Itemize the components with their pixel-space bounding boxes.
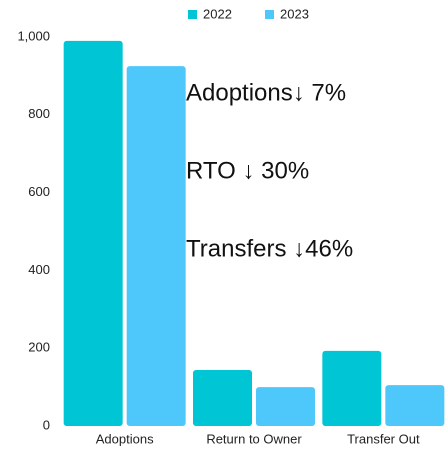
legend-label: 2022 — [203, 6, 232, 21]
bar — [126, 66, 186, 427]
y-tick-label: 800 — [28, 106, 50, 121]
legend-swatch — [265, 10, 274, 19]
bar — [63, 40, 123, 426]
bar — [385, 385, 445, 426]
y-tick-label: 200 — [28, 340, 50, 355]
y-tick-label: 600 — [28, 184, 50, 199]
annotation: Adoptions↓ 7% — [186, 79, 346, 106]
x-tick-label: Return to Owner — [206, 431, 302, 446]
legend-swatch — [188, 10, 197, 19]
legend-label: 2023 — [280, 6, 309, 21]
x-tick-label: Transfer Out — [347, 431, 420, 446]
annotation: RTO ↓ 30% — [186, 157, 309, 184]
bar — [322, 350, 382, 426]
y-tick-label: 0 — [43, 417, 50, 432]
bar — [193, 369, 252, 426]
y-tick-label: 1,000 — [17, 28, 50, 43]
annotation: Transfers ↓46% — [186, 235, 353, 262]
y-tick-label: 400 — [28, 262, 50, 277]
bar — [256, 387, 315, 426]
x-tick-label: Adoptions — [96, 431, 154, 446]
